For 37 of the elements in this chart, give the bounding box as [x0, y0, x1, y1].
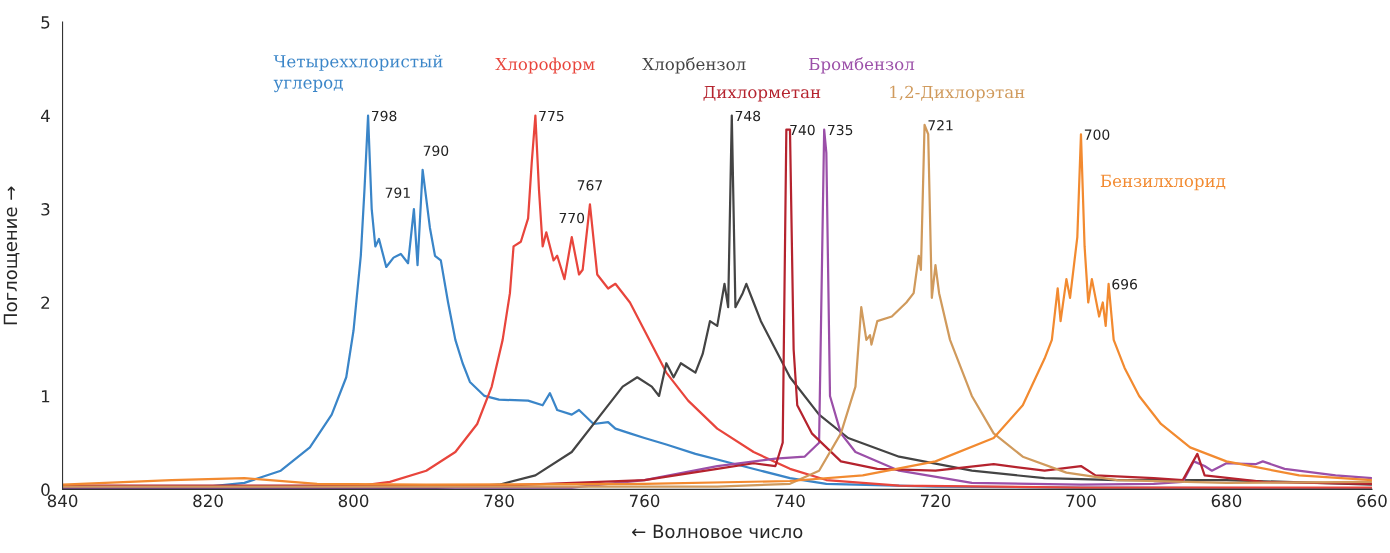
y-tick-label: 4: [40, 109, 50, 122]
annotation: 770: [559, 212, 585, 224]
x-axis-title: ← Волновое число: [632, 524, 803, 539]
annotation: 767: [577, 180, 603, 191]
y-tick-label: 3: [41, 203, 50, 216]
annotation: 775: [539, 110, 564, 122]
x-tick-label: 680: [1211, 494, 1242, 508]
annotation: 696: [1112, 278, 1138, 290]
annotation: 721: [928, 120, 953, 131]
annotation: 791: [385, 187, 410, 199]
annotation: 748: [735, 110, 761, 122]
text: 1,2-Дихлорэтан: [890, 85, 1025, 102]
text: Хлорбензол: [642, 57, 746, 74]
annotation: 735: [828, 124, 853, 136]
x-tick-label: 800: [338, 494, 369, 508]
x-tick-label: 740: [775, 494, 805, 508]
x-tick-label: 760: [629, 494, 660, 508]
y-tick-label: 1: [41, 390, 50, 403]
x-tick-label: 700: [1066, 494, 1096, 508]
annotation: 790: [423, 145, 449, 156]
x-tick-label: 660: [1357, 494, 1387, 508]
annotation: 700: [1084, 129, 1110, 140]
series-label: Бензилхлорид: [1100, 174, 1226, 191]
x-tick-label: 840: [47, 494, 78, 508]
x-tick-label: 820: [193, 494, 223, 508]
y-tick-label: 0: [41, 483, 50, 496]
y-tick-label: 2: [41, 296, 50, 309]
text: Четыреххлористый углерод: [273, 54, 443, 93]
annotation: 798: [371, 110, 397, 122]
x-tick-label: 720: [920, 494, 951, 508]
text: Бромбензол: [809, 57, 915, 74]
text: Хлороформ: [495, 57, 595, 74]
y-tick-label: 5: [41, 16, 50, 29]
y-axis-title: Поглощение →: [3, 186, 20, 325]
text: Дихлорметан: [703, 85, 821, 102]
x-tick-label: 780: [484, 494, 514, 508]
annotation: 740: [790, 124, 815, 136]
